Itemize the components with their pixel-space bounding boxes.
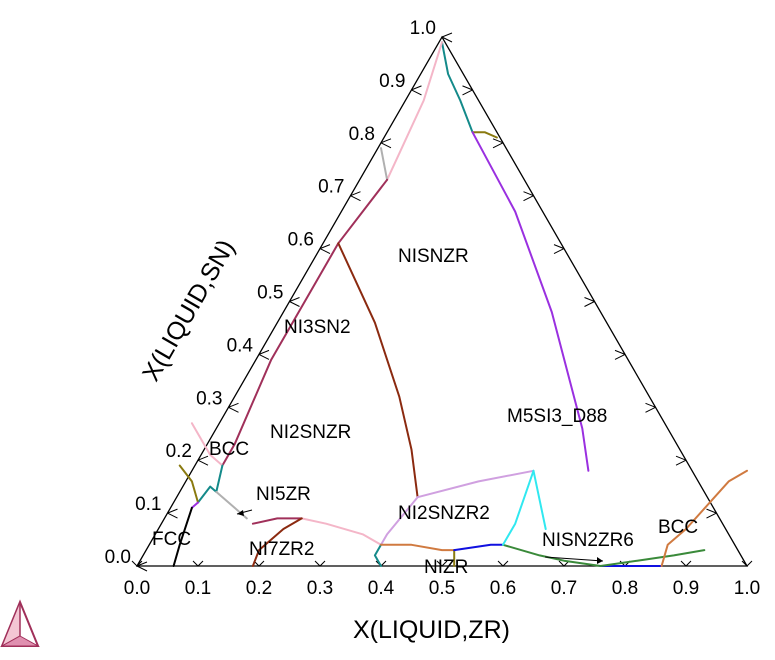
right-edge-tick [614,349,626,360]
phase-boundary-olive [178,464,199,504]
phase-boundary-brown [337,242,419,499]
right-edge-tick [675,455,687,466]
region-label-ni2snzr: NI2SNZR [270,422,351,443]
x-tick-label: 0.0 [124,578,150,599]
phase-boundary-lilac [416,469,535,499]
x-tick [497,560,509,567]
x-tick [741,560,753,567]
x-tick-label: 0.1 [185,578,211,599]
y-tick-label: 0.9 [379,71,405,92]
y-tick-label: 0.8 [349,124,375,145]
y-tick [289,297,300,307]
y-tick-label: 0.5 [257,283,283,304]
region-label-ni3sn2: NI3SN2 [284,317,351,338]
x-tick [436,560,448,567]
right-edge-tick [462,85,473,96]
arrowhead-nisn2zr6 [597,557,603,564]
region-label-ni2snzr2: NI2SNZR2 [398,503,490,524]
region-label-nisn2zr6: NISN2ZR6 [542,530,634,551]
right-edge-tick [492,138,504,149]
y-tick-label: 0.2 [166,441,192,462]
region-label-bcc-right: BCC [658,517,698,538]
region-label-nisnzr: NISNZR [398,246,469,267]
region-label-m5si3-d88: M5SI3_D88 [507,406,607,427]
y-tick-label: 0.7 [318,177,344,198]
phase-boundary-pink [190,422,224,467]
region-label-bcc-left: BCC [209,439,249,460]
y-tick-label: 0.6 [288,230,314,251]
region-label-ni7zr2: NI7ZR2 [249,539,314,560]
y-tick-label: 0.3 [196,388,222,409]
y-tick-label: 0.1 [135,494,161,515]
phase-boundary-gray [380,147,389,181]
phase-boundary-layer [172,41,748,567]
x-tick [253,560,265,567]
pointer-arrows [236,509,604,564]
right-edge-tick [584,297,595,307]
y-tick [411,85,422,96]
phase-boundary-orange [380,543,456,552]
phase-boundary-green [599,549,706,567]
region-label-fcc: FCC [152,529,191,550]
right-edge-tick [553,244,565,255]
phase-boundary-black [172,506,193,567]
y-tick [197,455,209,466]
x-tick [192,560,204,567]
phase-boundary-pink [386,41,443,181]
x-tick [680,560,692,567]
phase-boundary-green [502,543,602,567]
x-tick-label: 0.8 [612,578,638,599]
triangle-frame [135,35,749,567]
right-edge-tick [523,191,534,202]
y-tick [380,138,392,149]
arrow-nisn2zr6 [544,556,604,562]
phase-boundary-pink [300,517,382,546]
y-tick-label: 0.0 [105,547,131,568]
right-edge-tick [645,402,656,413]
y-tick [319,244,331,255]
phase-boundary-cyan [532,469,547,530]
phase-boundary-purple [190,501,199,509]
thermo-calc-logo-icon [0,599,40,648]
x-tick [558,560,570,567]
x-tick-label: 0.5 [429,578,455,599]
right-edge-tick [706,508,717,519]
phase-boundary-maroon [221,178,389,467]
phase-boundary-lilac [380,496,419,546]
x-tick [314,560,326,567]
y-tick [167,508,178,519]
phase-boundary-cyan [502,469,535,546]
phase-boundary-teal [197,464,224,504]
x-axis-title: X(LIQUID,ZR) [353,616,510,644]
phase-boundary-purple [471,131,590,472]
region-label-nizr: NIZR [424,557,468,578]
y-tick [136,561,148,572]
y-tick-label: 1.0 [410,18,436,39]
y-axis-title: X(LIQUID,SN) [137,235,240,386]
phase-boundary-orange [660,469,748,567]
x-tick-label: 0.6 [490,578,516,599]
region-label-layer: NISNZR NI3SN2 M5SI3_D88 NI2SNZR BCC NI5Z… [152,246,698,578]
phase-boundary-teal [373,543,382,567]
x-tick-label: 0.7 [551,578,577,599]
region-label-ni5zr: NI5ZR [256,484,311,505]
phase-boundary-olive [471,131,498,139]
x-tick-label: 1.0 [734,578,760,599]
x-tick-label: 0.2 [246,578,272,599]
phase-boundary-brown [251,517,303,567]
arrowhead-ni5zr [237,510,244,516]
phase-boundary-blue [453,543,504,552]
y-tick [228,402,239,413]
y-tick [350,191,361,202]
phase-boundary-maroon [251,517,303,525]
x-tick-label: 0.3 [307,578,333,599]
y-tick [258,349,270,360]
y-tick-label: 0.4 [227,335,254,356]
x-tick-label: 0.9 [673,578,699,599]
phase-boundary-teal [441,41,474,134]
x-tick-label: 0.4 [368,578,395,599]
y-tick [441,32,453,43]
